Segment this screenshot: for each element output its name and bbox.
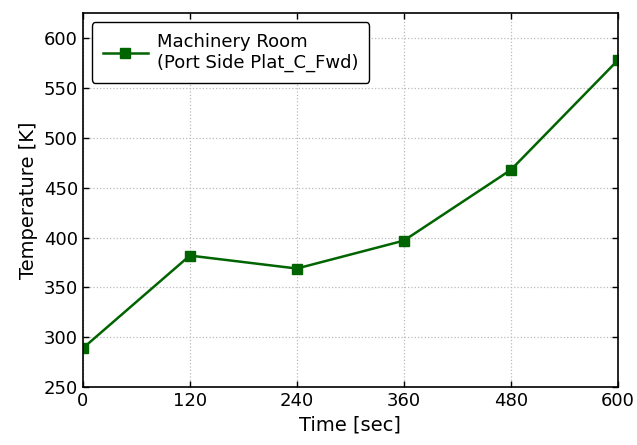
Y-axis label: Temperature [K]: Temperature [K] (19, 121, 38, 279)
Machinery Room
(Port Side Plat_C_Fwd) (293, 266, 301, 271)
Machinery Room
(Port Side Plat_C_Fwd) (507, 167, 515, 173)
Machinery Room
(Port Side Plat_C_Fwd) (614, 57, 622, 63)
Machinery Room
(Port Side Plat_C_Fwd) (400, 238, 408, 243)
Line: Machinery Room
(Port Side Plat_C_Fwd): Machinery Room (Port Side Plat_C_Fwd) (78, 55, 623, 353)
Machinery Room
(Port Side Plat_C_Fwd) (79, 346, 87, 351)
Legend: Machinery Room
(Port Side Plat_C_Fwd): Machinery Room (Port Side Plat_C_Fwd) (92, 22, 369, 83)
X-axis label: Time [sec]: Time [sec] (299, 416, 401, 435)
Machinery Room
(Port Side Plat_C_Fwd) (186, 253, 194, 258)
